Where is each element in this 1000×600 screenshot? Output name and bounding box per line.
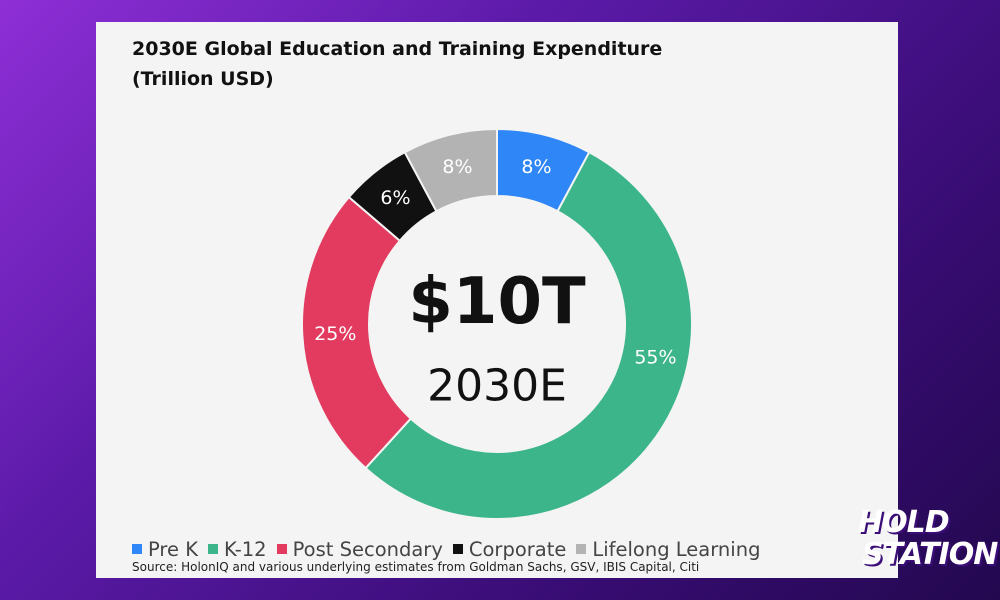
legend-item: Lifelong Learning	[576, 538, 760, 561]
legend-item: Corporate	[452, 538, 567, 561]
legend-label: Post Secondary	[292, 538, 443, 561]
legend-swatch	[452, 543, 463, 554]
chart-title-block: 2030E Global Education and Training Expe…	[132, 34, 872, 94]
legend-swatch	[208, 543, 218, 554]
legend-item: K-12	[208, 538, 267, 561]
slice-label: 8%	[442, 156, 472, 178]
center-value: $10T	[408, 265, 586, 339]
holdstation-logo: HOLD STATION	[858, 500, 998, 584]
chart-title: 2030E Global Education and Training Expe…	[132, 38, 663, 60]
chart-card: 2030E Global Education and Training Expe…	[96, 22, 898, 578]
slice-label: 25%	[314, 323, 356, 345]
slice-post-secondary	[301, 195, 413, 470]
slice-lifelong-learning	[403, 127, 498, 213]
legend-swatch	[276, 543, 287, 554]
legend-item: Post Secondary	[276, 538, 443, 561]
legend-swatch	[576, 543, 587, 554]
slice-label: 6%	[380, 187, 410, 209]
source-note: Source: HolonIQ and various underlying e…	[132, 560, 700, 574]
slice-label: 8%	[521, 156, 551, 178]
legend-label: Pre K	[148, 538, 198, 561]
center-label: 2030E	[427, 361, 567, 412]
slice-k-12	[364, 150, 693, 520]
chart-subtitle: (Trillion USD)	[132, 68, 274, 90]
logo-line-1: HOLD	[858, 505, 950, 540]
donut-chart: 8% 55% 25% 6% 8% $10T 2030E	[301, 127, 693, 520]
legend-label: Lifelong Learning	[592, 538, 761, 561]
chart-legend: Pre K K-12 Post Secondary Corporate Lifelong…	[132, 538, 770, 561]
legend-label: Corporate	[468, 538, 567, 561]
legend-label: K-12	[224, 538, 267, 561]
logo-line-2: STATION	[862, 537, 998, 572]
slice-label: 55%	[634, 347, 676, 369]
legend-swatch	[132, 543, 142, 554]
legend-item: Pre K	[132, 538, 198, 561]
